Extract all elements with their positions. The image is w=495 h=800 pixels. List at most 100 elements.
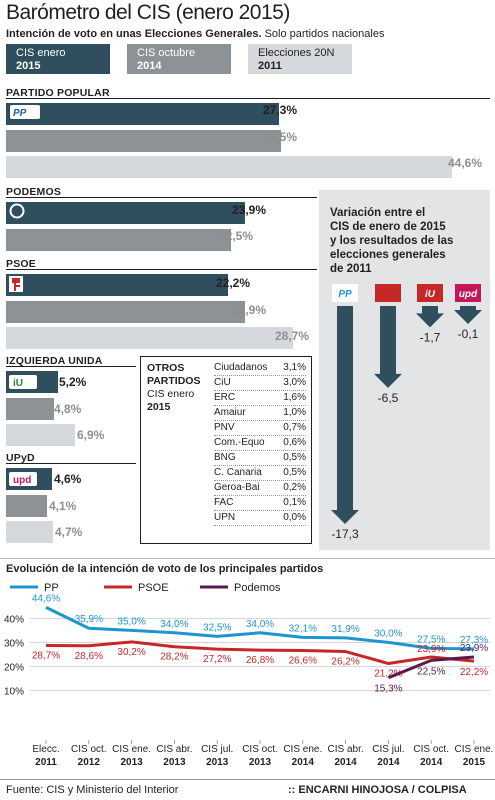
other-party-value: 0,6% <box>283 437 306 448</box>
iu-el-bar <box>6 424 75 446</box>
x-tick-label: 2013 <box>120 757 143 768</box>
divider <box>0 558 495 559</box>
legend-swatch-jan <box>6 44 110 74</box>
podemos-oct-bar <box>6 228 231 251</box>
data-label-pp: 27,5% <box>417 634 445 645</box>
x-tick-label: CIS oct. <box>71 744 107 755</box>
upyd-oct-value: 4,1% <box>49 499 77 513</box>
variation-value-label: -0,1 <box>458 327 479 341</box>
footer-source: Fuente: CIS y Ministerio del Interior <box>6 784 179 796</box>
svg-text:upd: upd <box>13 475 31 486</box>
psoe-el-bar <box>6 327 293 349</box>
pp-logo: PP <box>10 105 40 119</box>
data-label-pp: 32,5% <box>203 622 231 633</box>
other-party-value: 1,0% <box>283 407 306 418</box>
x-tick-label: 2013 <box>249 757 272 768</box>
x-tick-label: CIS jul. <box>372 744 404 755</box>
footer-credit: :: ENCARNI HINOJOSA / COLPISA <box>288 784 467 796</box>
legend-label-el: Elecciones 20N 2011 <box>258 47 335 72</box>
other-party-row: CiU 3,0% <box>214 376 306 391</box>
other-party-name: C. Canaria <box>214 467 262 478</box>
x-tick-label: 2013 <box>206 757 229 768</box>
x-tick-label: 2014 <box>334 757 357 768</box>
upyd-jan-value: 4,6% <box>54 472 82 486</box>
other-party-value: 3,0% <box>283 377 306 388</box>
variation-value-label: -17,3 <box>331 527 359 541</box>
variation-logo-iu <box>417 284 443 302</box>
iu-jan-value: 5,2% <box>59 375 87 389</box>
other-party-row: ERC 1,6% <box>214 391 306 406</box>
pp-jan-bar <box>6 103 279 125</box>
party-name-pp: PARTIDO POPULAR <box>6 87 110 99</box>
other-party-name: ERC <box>214 392 236 403</box>
x-tick-label: CIS oct. <box>242 744 278 755</box>
x-tick-label: CIS ene. <box>112 744 151 755</box>
x-tick-label: CIS ene. <box>283 744 322 755</box>
podemos-oct-value: 22,5% <box>219 229 254 243</box>
data-label-pp: 44,6% <box>32 593 60 604</box>
podemos-jan-value: 23,9% <box>232 203 267 217</box>
data-label-psoe: 26,6% <box>289 656 317 667</box>
divider <box>6 98 490 99</box>
other-party-row: C. Canaria 0,5% <box>214 466 306 481</box>
variation-value-label: -1,7 <box>420 330 441 344</box>
x-tick-label: CIS abr. <box>328 744 364 755</box>
evolution-chart: PP PSOE Podemos 40% 30% 20% 10% Elecc. 2011 CIS o… <box>4 582 493 768</box>
other-party-name: UPN <box>214 512 236 523</box>
other-party-row: Amaiur 1,0% <box>214 406 306 421</box>
svg-text:PP: PP <box>13 108 27 119</box>
data-label-pp: 31,9% <box>331 624 359 635</box>
iu-oct-bar <box>6 397 54 420</box>
variation-logo-pp <box>332 284 358 302</box>
other-party-row: PNV 0,7% <box>214 421 306 436</box>
iu-logo: iU <box>9 375 37 389</box>
pp-el-bar <box>6 156 452 178</box>
data-label-psoe: 21,2% <box>374 669 402 680</box>
data-label-psoe: 22,2% <box>460 667 488 678</box>
page-subtitle: Intención de voto en unas Elecciones Gen… <box>6 28 385 40</box>
data-label-psoe: 28,2% <box>160 652 188 663</box>
upyd-el-bar <box>6 521 53 543</box>
psoe-jan-value: 22,2% <box>216 276 251 290</box>
x-tick-label: Elecc. <box>32 744 59 755</box>
variation-value-label: -6,5 <box>378 391 399 405</box>
variation-logo-text: PP <box>338 289 352 300</box>
x-tick-label: 2014 <box>420 757 443 768</box>
divider <box>6 269 317 270</box>
data-label-psoe: 30,2% <box>117 647 145 658</box>
other-party-value: 0,5% <box>283 452 306 463</box>
page-title: Barómetro del CIS (enero 2015) <box>6 1 290 24</box>
party-name-podemos: PODEMOS <box>6 186 62 198</box>
pp-jan-value: 27,3% <box>263 103 298 117</box>
x-tick-label: CIS jul. <box>201 744 233 755</box>
other-parties-heading: OTROS PARTIDOS CIS enero 2015 <box>147 362 201 413</box>
iu-el-value: 6,9% <box>77 428 105 442</box>
legend-swatch-oct <box>127 44 231 74</box>
data-label-psoe: 23,9% <box>417 644 445 655</box>
other-party-row: BNG 0,5% <box>214 451 306 466</box>
psoe-oct-value: 23,9% <box>232 303 267 317</box>
divider <box>0 779 495 780</box>
divider <box>6 197 317 198</box>
upyd-logo: upd <box>9 472 37 486</box>
other-party-name: PNV <box>214 422 235 433</box>
other-party-value: 0,1% <box>283 497 306 508</box>
legend-label-jan: CIS enero 2015 <box>16 47 66 72</box>
party-name-psoe: PSOE <box>6 258 36 270</box>
other-party-row: Geroa-Bai 0,2% <box>214 481 306 496</box>
data-label-pp: 34,0% <box>246 619 274 630</box>
divider <box>6 463 136 464</box>
data-label-pp: 34,0% <box>160 619 188 630</box>
data-label-psoe: 28,7% <box>32 651 60 662</box>
legend-label-pp: PP <box>44 582 59 594</box>
evolution-title: Evolución de la intención de voto de los… <box>6 563 324 575</box>
upyd-oct-bar <box>6 494 47 517</box>
x-tick-label: 2013 <box>163 757 186 768</box>
legend-label-oct: CIS octubre 2014 <box>137 47 196 72</box>
data-label-podemos: 23,9% <box>460 643 488 654</box>
variation-arrow-upyd <box>454 306 482 324</box>
data-label-podemos: 22,5% <box>417 666 445 677</box>
legend-label-psoe: PSOE <box>138 582 169 594</box>
pp-oct-value: 27,5% <box>263 130 298 144</box>
